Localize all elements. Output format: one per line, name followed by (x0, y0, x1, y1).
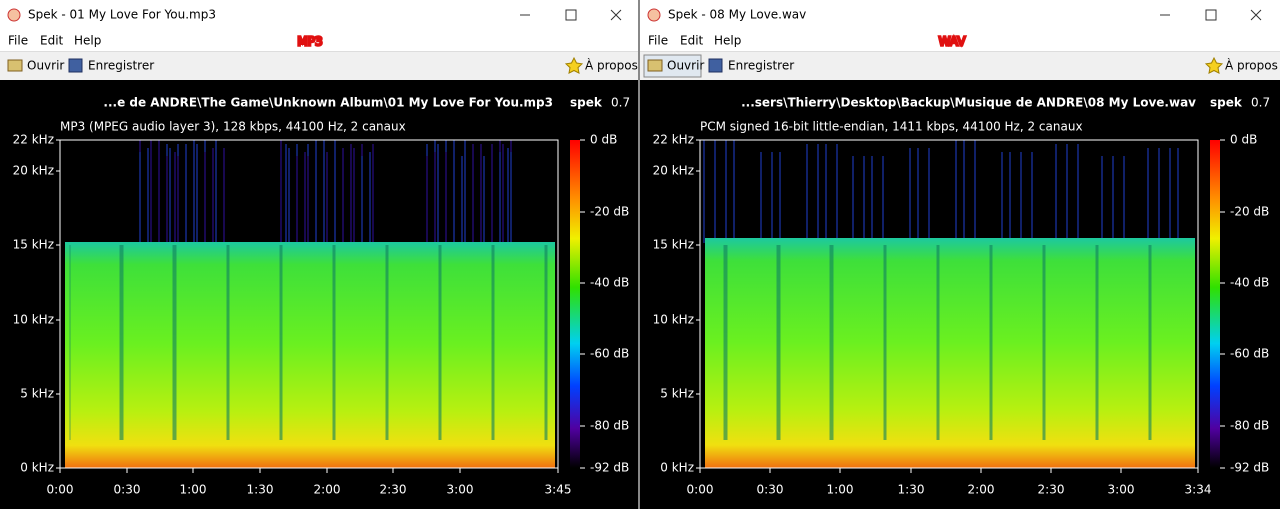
save-button[interactable]: Enregistrer (88, 59, 154, 73)
db-tick-label: -20 dB (590, 205, 629, 219)
time-tick-label: 3:00 (447, 483, 474, 497)
time-tick-label: 2:00 (968, 483, 995, 497)
save-icon (68, 58, 83, 73)
about-icon (564, 56, 584, 75)
open-icon (647, 59, 663, 72)
freq-tick-label: 15 kHz (13, 238, 54, 252)
time-tick-label: 0:30 (114, 483, 141, 497)
maximize-button[interactable] (1205, 9, 1217, 21)
freq-tick-label: 5 kHz (660, 387, 694, 401)
db-tick-label: 0 dB (590, 133, 617, 147)
open-button[interactable]: Ouvrir (27, 59, 64, 73)
time-tick-label: 1:30 (898, 483, 925, 497)
time-tick-label: 3:00 (1108, 483, 1135, 497)
menu-item[interactable]: Help (714, 34, 741, 48)
app-icon (647, 8, 661, 22)
spectrogram-noise (703, 140, 1179, 243)
title-bar (0, 0, 638, 30)
db-tick-label: -92 dB (1230, 461, 1269, 475)
menu-item[interactable]: Edit (680, 34, 704, 48)
time-tick-label: 1:30 (247, 483, 274, 497)
spectrogram-band (65, 242, 555, 468)
freq-tick-label: 0 kHz (20, 461, 54, 475)
db-tick-label: -40 dB (1230, 276, 1269, 290)
menu-item[interactable]: Edit (40, 34, 64, 48)
db-tick-label: -60 dB (1230, 347, 1269, 361)
file-path: ...e de ANDRE\The Game\Unknown Album\01 … (103, 96, 553, 110)
color-bar (1210, 140, 1220, 468)
time-tick-label: 0:00 (47, 483, 74, 497)
spectrogram-gaps (69, 245, 548, 440)
plot-frame (59, 139, 559, 469)
toolbar (0, 52, 638, 80)
app-name: spek (1210, 96, 1243, 110)
freq-tick-label: 15 kHz (653, 238, 694, 252)
menu-bar (0, 30, 638, 52)
toolbar (640, 52, 1280, 80)
close-button[interactable] (1250, 9, 1262, 21)
window-title: Spek - 01 My Love For You.mp3 (28, 8, 216, 22)
about-button[interactable]: À propos (1225, 58, 1278, 73)
spectrogram-noise (139, 140, 512, 243)
time-tick-label: 3:45 (545, 483, 572, 497)
freq-tick-label: 22 kHz (13, 133, 54, 147)
audio-info: PCM signed 16-bit little-endian, 1411 kb… (700, 120, 1083, 134)
db-tick-label: -60 dB (590, 347, 629, 361)
annotation: WAV (939, 35, 967, 49)
open-icon (7, 59, 23, 72)
time-tick-label: 3:34 (1185, 483, 1212, 497)
close-button[interactable] (610, 9, 622, 21)
time-tick-label: 0:30 (757, 483, 784, 497)
time-tick-label: 0:00 (687, 483, 714, 497)
freq-tick-label: 20 kHz (653, 164, 694, 178)
db-tick-label: -80 dB (1230, 419, 1269, 433)
freq-tick-label: 22 kHz (653, 133, 694, 147)
maximize-button[interactable] (565, 9, 577, 21)
app-icon (7, 8, 21, 22)
db-tick-label: -92 dB (590, 461, 629, 475)
time-tick-label: 2:30 (380, 483, 407, 497)
time-tick-label: 1:00 (827, 483, 854, 497)
app-version: 0.7 (611, 96, 630, 110)
about-button[interactable]: À propos (585, 58, 638, 73)
open-button[interactable]: Ouvrir (667, 59, 704, 73)
db-tick-label: 0 dB (1230, 133, 1257, 147)
freq-tick-label: 20 kHz (13, 164, 54, 178)
window-divider (638, 0, 640, 509)
freq-tick-label: 0 kHz (660, 461, 694, 475)
db-tick-label: -40 dB (590, 276, 629, 290)
annotation: MP3 (297, 35, 322, 49)
save-button[interactable]: Enregistrer (728, 59, 794, 73)
about-icon (1204, 56, 1224, 75)
audio-info: MP3 (MPEG audio layer 3), 128 kbps, 4410… (60, 120, 406, 134)
time-tick-label: 2:30 (1038, 483, 1065, 497)
menu-item[interactable]: Help (74, 34, 101, 48)
spectrogram-gaps (723, 245, 1152, 440)
file-path: ...sers\Thierry\Desktop\Backup\Musique d… (741, 96, 1196, 110)
app-version: 0.7 (1251, 96, 1270, 110)
freq-tick-label: 10 kHz (653, 313, 694, 327)
color-bar (570, 140, 580, 468)
window-title: Spek - 08 My Love.wav (668, 8, 806, 22)
title-bar (640, 0, 1280, 30)
db-tick-label: -20 dB (1230, 205, 1269, 219)
menu-item[interactable]: File (648, 34, 668, 48)
freq-tick-label: 5 kHz (20, 387, 54, 401)
menu-item[interactable]: File (8, 34, 28, 48)
plot-frame (699, 139, 1199, 469)
menu-bar (640, 30, 1280, 52)
app-name: spek (570, 96, 603, 110)
save-icon (708, 58, 723, 73)
time-tick-label: 2:00 (314, 483, 341, 497)
spectrogram-band (705, 238, 1195, 468)
freq-tick-label: 10 kHz (13, 313, 54, 327)
db-tick-label: -80 dB (590, 419, 629, 433)
time-tick-label: 1:00 (180, 483, 207, 497)
